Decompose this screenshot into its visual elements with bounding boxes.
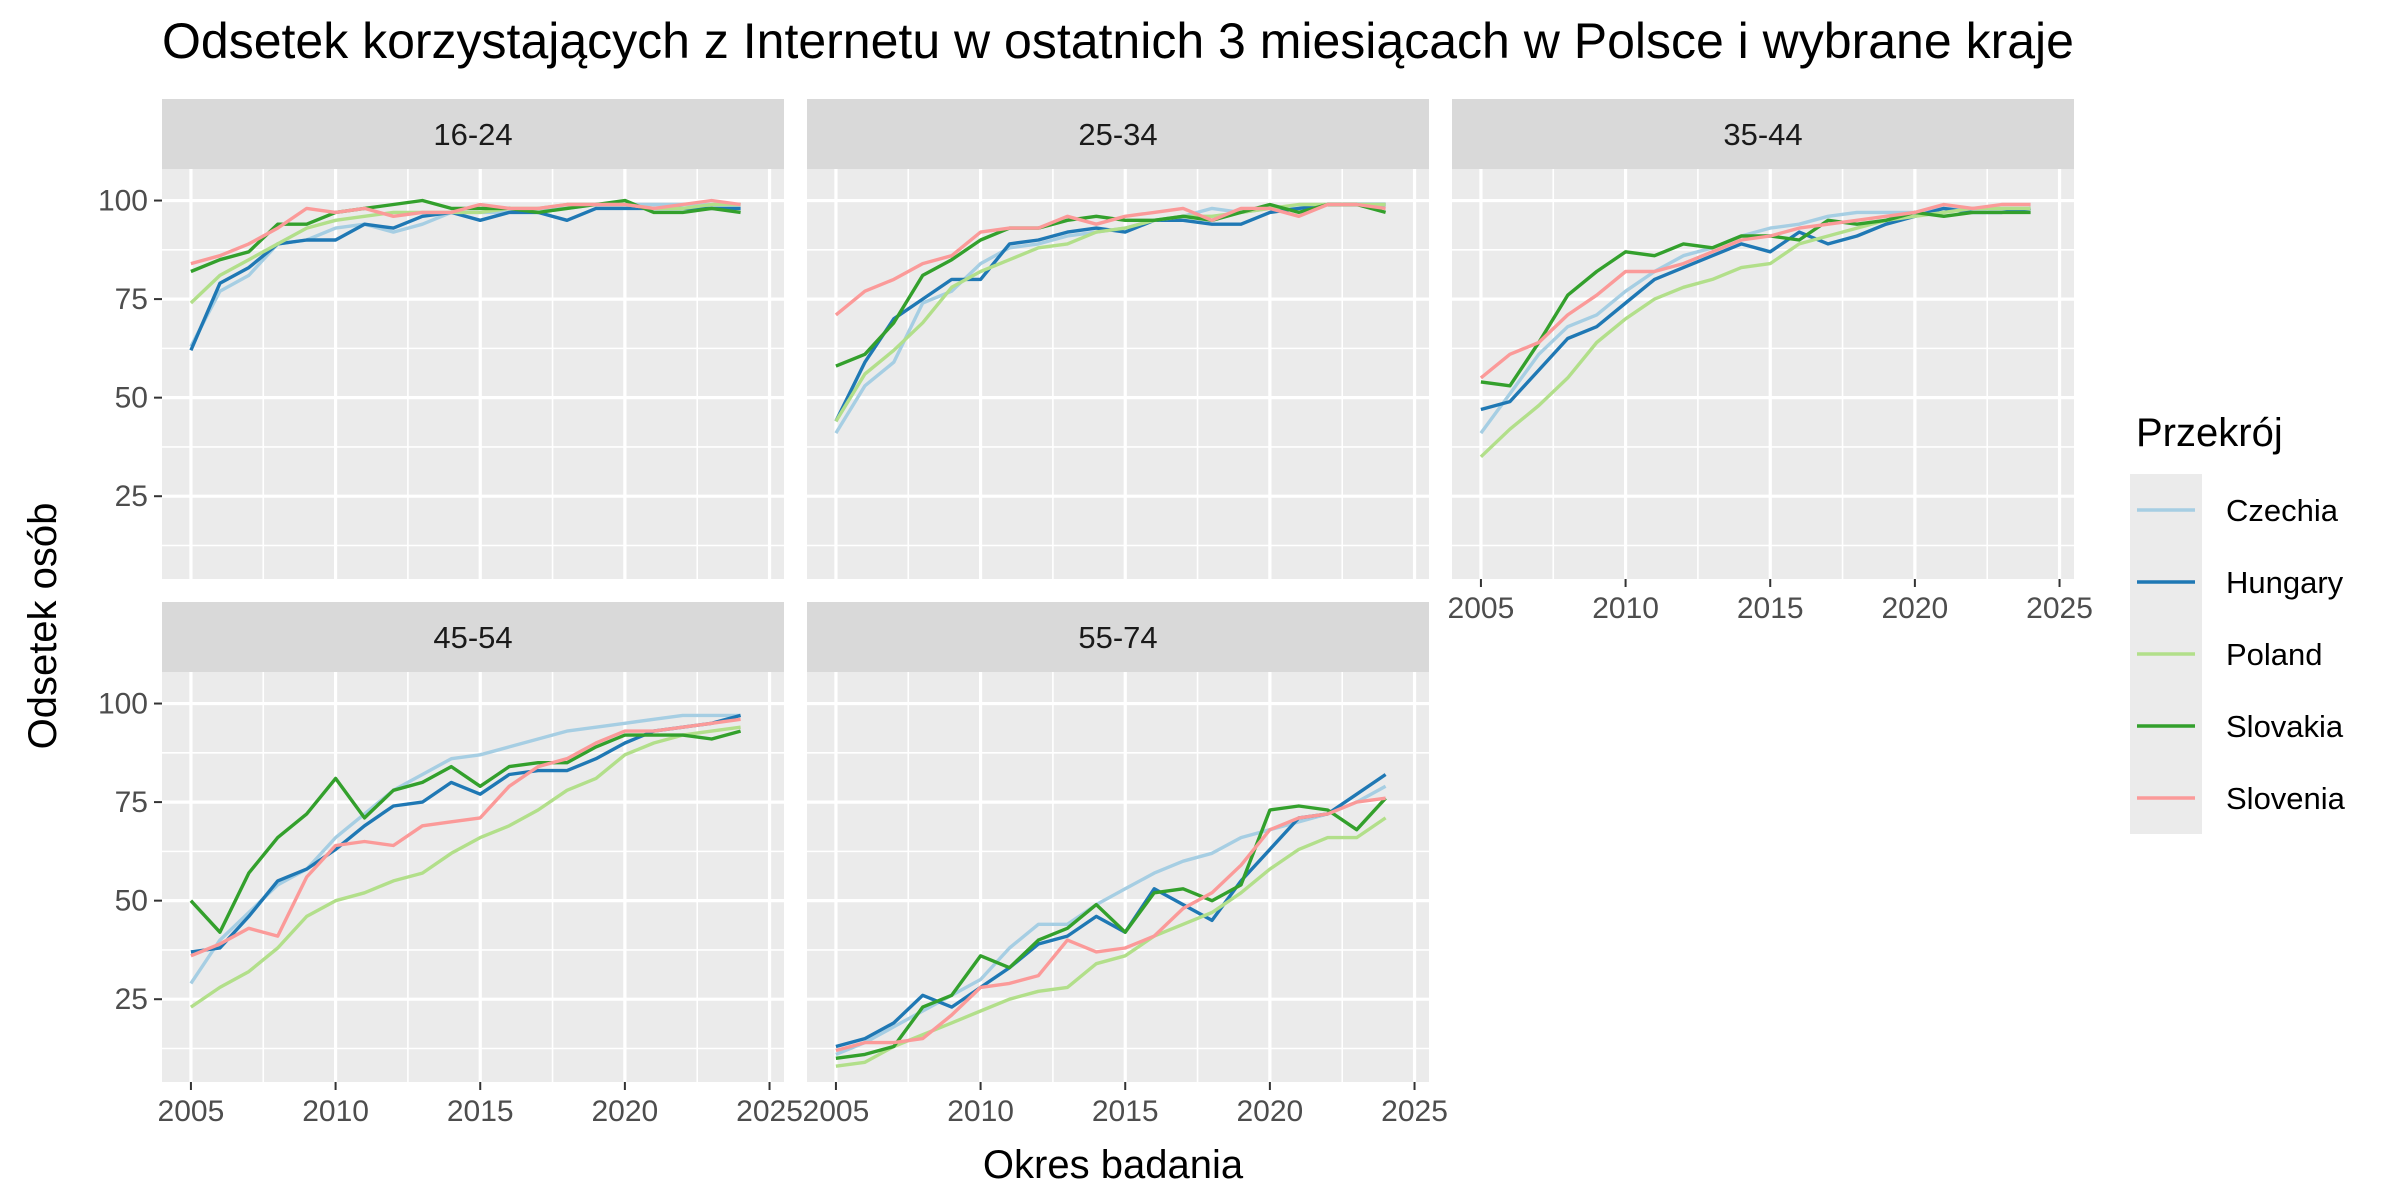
- x-tick-label: 2010: [302, 1095, 369, 1128]
- series-line-slovenia-45-54: [190, 717, 741, 958]
- legend-title: Przekrój: [2136, 411, 2283, 455]
- facet-strip: [162, 99, 784, 169]
- series-line-poland-45-54: [189, 725, 741, 1009]
- series-line-slovakia-45-54: [189, 729, 742, 934]
- series-line-hungary-35-44: [1480, 206, 2031, 412]
- y-tick-label: 100: [98, 688, 148, 721]
- y-tick-label: 50: [115, 382, 148, 415]
- x-tick-label: 2020: [1882, 592, 1949, 625]
- chart-title: Odsetek korzystających z Internetu w ost…: [162, 13, 2074, 69]
- facet-strip-label: 55-74: [1078, 620, 1157, 655]
- facet-strip: [807, 602, 1429, 672]
- series-line-slovenia-25-34: [834, 202, 1386, 317]
- series-line-slovakia-25-34: [835, 202, 1387, 368]
- x-tick-label: 2005: [158, 1095, 225, 1128]
- facet-16-24: 16-24 25 50 75 100: [98, 99, 784, 579]
- x-tick-label: 2025: [2026, 592, 2093, 625]
- facet-strip: [1452, 99, 2074, 169]
- x-tick-label: 2015: [447, 1095, 514, 1128]
- series-line-slovenia-16-24: [190, 198, 741, 266]
- x-tick-label: 2010: [947, 1095, 1014, 1128]
- y-tick-label: 25: [115, 480, 148, 513]
- legend: Przekrój Czechia Hungary Poland Slovakia Slo…: [2130, 411, 2346, 834]
- legend-label: Poland: [2226, 637, 2323, 672]
- y-tick-label: 75: [115, 283, 148, 316]
- series-line-czechia-45-54: [189, 713, 741, 985]
- facet-strip-label: 35-44: [1723, 117, 1802, 152]
- panel-background: [807, 672, 1429, 1082]
- x-tick-label: 2020: [592, 1095, 659, 1128]
- legend-item-slovenia: Slovenia: [2130, 762, 2346, 834]
- legend-item-czechia: Czechia: [2130, 474, 2339, 546]
- x-tick-label: 2020: [1237, 1095, 1304, 1128]
- legend-label: Hungary: [2226, 565, 2344, 600]
- facet-25-34: 25-34: [807, 99, 1429, 579]
- series-line-hungary-45-54: [190, 713, 742, 954]
- y-tick-label: 25: [115, 983, 148, 1016]
- x-tick-label: 2025: [1381, 1095, 1448, 1128]
- legend-label: Slovakia: [2226, 709, 2344, 744]
- legend-label: Czechia: [2226, 493, 2339, 528]
- y-tick-label: 75: [115, 786, 148, 819]
- x-tick-label: 2015: [1737, 592, 1804, 625]
- facet-strip: [807, 99, 1429, 169]
- panel-background: [162, 672, 784, 1082]
- legend-item-poland: Poland: [2130, 618, 2323, 690]
- series-line-slovakia-35-44: [1480, 210, 2031, 388]
- x-tick-label: 2010: [1592, 592, 1659, 625]
- facet-strip-label: 45-54: [433, 620, 512, 655]
- x-tick-label: 2005: [1448, 592, 1515, 625]
- series-line-hungary-55-74: [835, 773, 1387, 1049]
- series-line-poland-25-34: [834, 202, 1386, 423]
- panel-background: [162, 169, 784, 579]
- panel-background: [807, 169, 1429, 579]
- legend-item-hungary: Hungary: [2130, 546, 2344, 618]
- series-line-slovenia-35-44: [1479, 202, 2031, 380]
- facet-35-44: 35-44 2005 2010 2015 2020 2025: [1448, 99, 2093, 625]
- x-axis-title: Okres badania: [983, 1143, 1244, 1187]
- series-line-slovakia-55-74: [835, 797, 1387, 1060]
- facet-strip: [162, 602, 784, 672]
- facet-45-54: 45-54 25 50 75 100 2005 2010 2015 2020 2025: [98, 602, 803, 1128]
- x-tick-label: 2025: [736, 1095, 803, 1128]
- legend-items: Czechia Hungary Poland Slovakia Slovenia: [2130, 474, 2346, 834]
- y-axis-title: Odsetek osób: [21, 503, 65, 750]
- y-tick-label: 50: [115, 885, 148, 918]
- legend-label: Slovenia: [2226, 781, 2346, 816]
- legend-item-slovakia: Slovakia: [2130, 690, 2344, 762]
- facets-layer: 16-24 25 50 75 100 25-34 35-44 2005 2010 2015 2020…: [98, 99, 2093, 1128]
- y-tick-label: 100: [98, 185, 148, 218]
- facet-55-74: 55-74 2005 2010 2015 2020 2025: [803, 602, 1448, 1128]
- facet-strip-label: 16-24: [433, 117, 512, 152]
- series-line-poland-35-44: [1479, 206, 2031, 459]
- x-tick-label: 2005: [803, 1095, 870, 1128]
- facet-strip-label: 25-34: [1078, 117, 1157, 152]
- x-tick-label: 2015: [1092, 1095, 1159, 1128]
- series-line-slovenia-55-74: [835, 796, 1386, 1053]
